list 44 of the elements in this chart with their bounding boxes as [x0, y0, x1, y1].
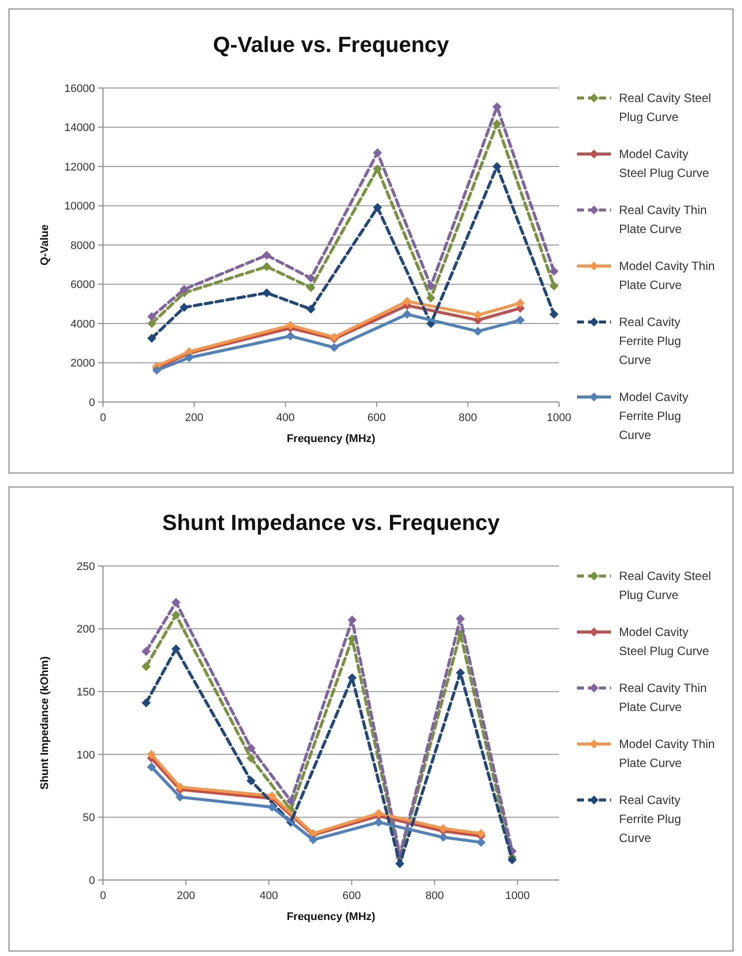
- y-tick-label: 0: [88, 874, 95, 887]
- legend-label: Real Cavity Thin Plate Curve: [619, 203, 707, 236]
- legend-label: Real Cavity Ferrite Plug Curve: [619, 315, 682, 368]
- y-tick-label: 100: [76, 749, 95, 762]
- y-tick-label: 2000: [70, 358, 95, 370]
- y-tick-label: 200: [76, 624, 95, 636]
- legend-label: Real Cavity Thin Plate Curve: [619, 681, 707, 714]
- y-axis-title: Shunt Impedance (kOhm): [39, 656, 51, 790]
- x-tick-label: 400: [260, 890, 278, 902]
- x-tick-label: 200: [176, 890, 196, 902]
- chart-title: Q-Value vs. Frequency: [213, 32, 450, 57]
- chart-title: Shunt Impedance vs. Frequency: [162, 510, 500, 535]
- y-tick-label: 12000: [64, 161, 95, 174]
- x-axis-title: Frequency (MHz): [286, 911, 376, 923]
- x-tick-label: 800: [425, 890, 444, 902]
- x-tick-label: 1000: [546, 412, 572, 424]
- y-tick-label: 10000: [64, 200, 95, 213]
- x-tick-label: 600: [367, 412, 386, 424]
- y-tick-label: 16000: [64, 82, 95, 95]
- legend-label: Model Cavity Ferrite Plug Curve: [619, 390, 688, 442]
- y-tick-label: 6000: [70, 279, 95, 292]
- y-tick-label: 4000: [70, 318, 95, 330]
- x-tick-label: 0: [100, 890, 106, 902]
- x-tick-label: 200: [185, 412, 204, 424]
- legend-label: Model Cavity Steel Plug Curve: [619, 147, 710, 180]
- y-tick-label: 150: [76, 686, 95, 698]
- legend-label: Model Cavity Steel Plug Curve: [619, 625, 710, 658]
- y-tick-label: 8000: [70, 240, 95, 252]
- y-axis-title: Q-Value: [39, 224, 51, 266]
- legend-label: Model Cavity Thin Plate Curve: [619, 259, 715, 292]
- y-tick-label: 14000: [64, 122, 95, 134]
- legend-label: Real Cavity Ferrite Plug Curve: [619, 793, 682, 846]
- legend-label: Real Cavity Steel Plug Curve: [619, 91, 712, 124]
- y-tick-label: 50: [82, 812, 95, 824]
- x-tick-label: 800: [458, 412, 477, 424]
- x-axis-title: Frequency (MHz): [286, 433, 376, 445]
- y-tick-label: 0: [88, 396, 95, 409]
- legend-label: Model Cavity Thin Plate Curve: [619, 737, 715, 770]
- x-tick-label: 0: [100, 412, 106, 424]
- y-tick-label: 250: [76, 560, 95, 573]
- x-tick-label: 600: [342, 890, 361, 902]
- x-tick-label: 1000: [505, 890, 530, 902]
- legend-label: Real Cavity Steel Plug Curve: [619, 569, 712, 602]
- x-tick-label: 400: [276, 412, 295, 424]
